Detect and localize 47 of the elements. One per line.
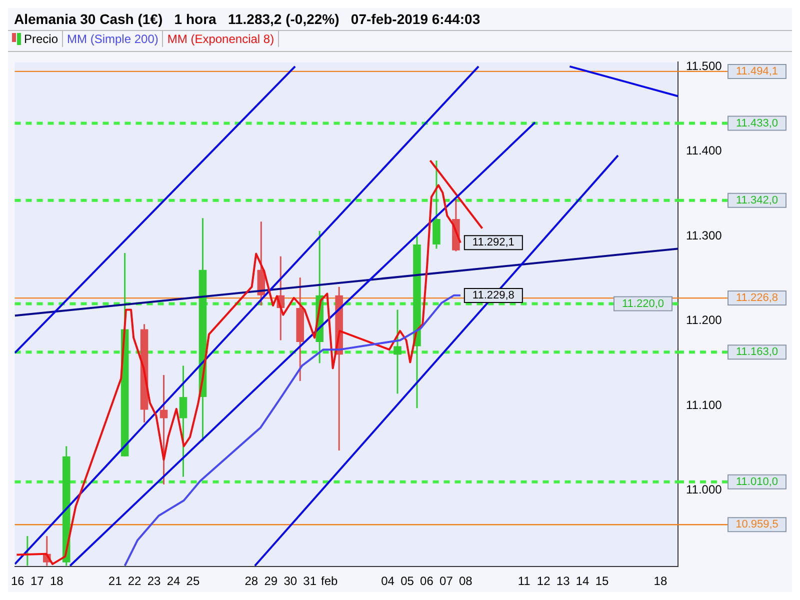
chart-title: Alemania 30 Cash (1€) 1 hora 11.283,2 (-0,22%) 07-feb-2019 6:44:03 [13, 10, 482, 29]
candlestick [394, 308, 402, 394]
ref-line-label: 11.226,8 [736, 292, 778, 304]
text: MM (Simple 200) [63, 31, 164, 47]
x-tick-label: 04 [381, 574, 395, 588]
x-tick-label: 17 [30, 574, 44, 588]
x-tick-label: 16 [10, 574, 25, 588]
y-tick-label: 11.500 [686, 58, 722, 73]
x-tick-label: feb [320, 574, 338, 588]
x-tick-label: 12 [536, 574, 551, 588]
x-tick-label: 29 [264, 574, 278, 588]
x-tick-label: 22 [128, 574, 142, 588]
ref-line-label: 11.010,0 [736, 476, 778, 488]
ref-line-label: 11.342,0 [736, 194, 778, 206]
x-tick-label: 23 [147, 574, 162, 588]
annotation: 11.229,8 [472, 290, 514, 302]
ref-line-label: 11.220,0 [622, 298, 664, 310]
x-tick-label: 13 [556, 574, 570, 588]
ref-line-label: 10.959,5 [736, 518, 778, 531]
x-tick-label: 21 [108, 574, 122, 588]
y-tick-label: 11.100 [686, 398, 722, 412]
x-tick-label: 28 [244, 574, 258, 588]
x-tick-label: 07 [440, 574, 454, 588]
x-tick-label: 05 [400, 574, 414, 588]
candlestick [179, 364, 188, 478]
x-tick-label: 14 [576, 574, 590, 588]
x-tick-label: 30 [284, 574, 298, 588]
x-tick-label: 08 [459, 574, 473, 588]
legend-label: Precio [8, 31, 64, 47]
y-tick-label: 11.400 [686, 144, 722, 158]
ref-line-label: 11.494,1 [736, 65, 778, 78]
x-tick-label: 11 [518, 574, 531, 588]
x-tick-label: 18 [654, 574, 668, 588]
ref-line-label: 11.163,0 [736, 346, 778, 358]
y-tick-label: 11.300 [686, 228, 722, 242]
x-tick-label: 15 [595, 574, 610, 588]
text: MM (Exponencial 8) [163, 31, 280, 47]
ref-line-label: 11.433,0 [736, 117, 778, 130]
annotation: 11.292,1 [472, 236, 514, 249]
x-tick-label: 31 [303, 574, 317, 588]
candlestick [160, 374, 168, 486]
x-tick-label: 24 [166, 574, 180, 588]
x-tick-label: 06 [420, 574, 434, 588]
y-tick-label: 11.000 [686, 482, 722, 497]
y-tick-label: 11.200 [686, 313, 722, 328]
x-tick-label: 25 [186, 574, 200, 588]
x-tick-label: 18 [50, 574, 64, 588]
